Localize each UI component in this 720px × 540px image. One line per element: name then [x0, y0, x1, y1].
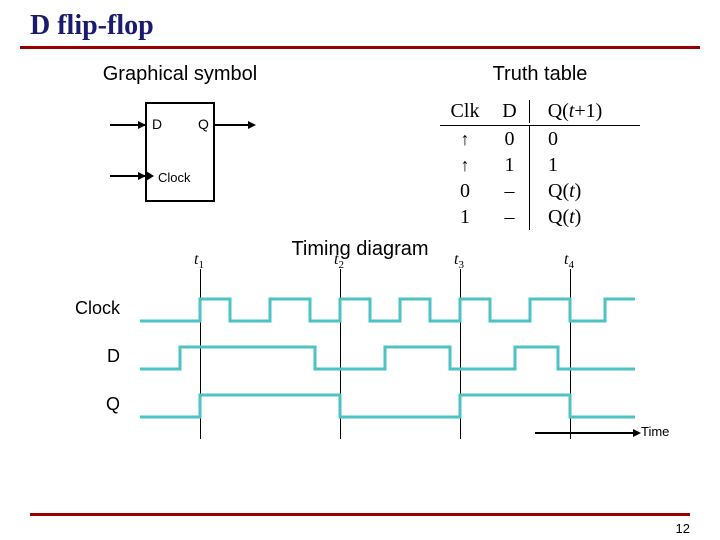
- top-row: Graphical symbol D Q Clock Truth table C…: [0, 63, 720, 230]
- time-axis-label: Time: [641, 424, 669, 439]
- clock-triangle-icon: [146, 171, 154, 181]
- page-title: D flip-flop: [0, 0, 720, 46]
- arrow-d: [138, 121, 146, 129]
- graphical-symbol-header: Graphical symbol: [103, 63, 258, 86]
- truth-table: Clk D Q(t+1) ↑00↑110–Q(t)1–Q(t): [440, 100, 640, 230]
- pin-label-q: Q: [198, 116, 209, 132]
- page-number: 12: [676, 521, 690, 536]
- table-row: 1–Q(t): [440, 204, 640, 230]
- table-row: ↑00: [440, 126, 640, 152]
- pin-label-d: D: [152, 116, 162, 132]
- arrow-q: [248, 121, 256, 129]
- timing-header: Timing diagram: [0, 238, 720, 261]
- th-q: Q(t+1): [530, 100, 620, 123]
- footer-line: [30, 513, 690, 516]
- table-row: ↑11: [440, 152, 640, 178]
- timing-diagram: t1t2t3t4ClockDQTime: [60, 269, 660, 449]
- graphical-symbol: D Q Clock: [90, 102, 270, 222]
- truth-table-body: ↑00↑110–Q(t)1–Q(t): [440, 126, 640, 230]
- truth-table-header: Truth table: [493, 63, 588, 86]
- wire-q-out: [215, 124, 250, 126]
- arrow-clk: [138, 172, 146, 180]
- time-axis-arrow-icon: [633, 429, 641, 437]
- truth-table-head-row: Clk D Q(t+1): [440, 100, 640, 126]
- pin-label-clock: Clock: [158, 170, 191, 185]
- truth-table-section: Truth table Clk D Q(t+1) ↑00↑110–Q(t)1–Q…: [360, 63, 720, 230]
- graphical-symbol-section: Graphical symbol D Q Clock: [0, 63, 360, 230]
- th-d: D: [490, 100, 530, 123]
- waveform-q: [60, 269, 660, 449]
- title-underline: [20, 46, 700, 49]
- time-axis-line: [535, 432, 635, 434]
- th-clk: Clk: [440, 100, 490, 123]
- table-row: 0–Q(t): [440, 178, 640, 204]
